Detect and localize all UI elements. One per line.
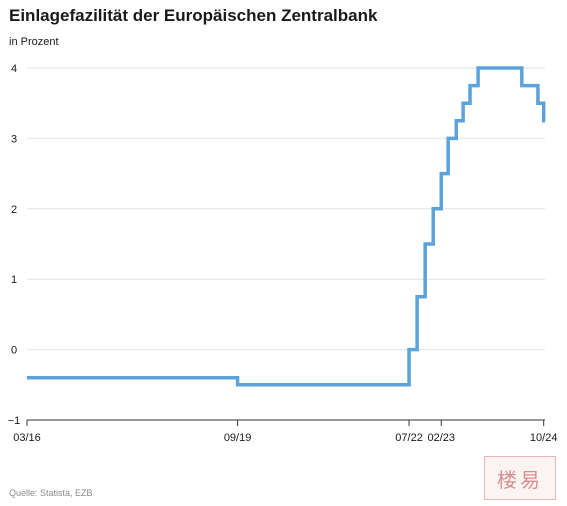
series-line — [27, 66, 546, 387]
x-tick-label: 10/24 — [530, 432, 558, 444]
y-tick-label: 0 — [11, 345, 17, 357]
series-layer — [27, 66, 546, 387]
y-axis-tick-labels: 4 3 2 1 0 −1 — [8, 63, 21, 427]
source-note: Quelle: Statista, EZB — [9, 488, 93, 498]
y-tick-label: 3 — [11, 133, 17, 145]
y-tick-label: −1 — [8, 415, 21, 427]
x-tick-label: 02/23 — [428, 432, 456, 444]
y-tick-label: 1 — [11, 274, 17, 286]
y-tick-label: 2 — [11, 204, 17, 216]
x-axis-tick-labels: 03/16 09/19 07/22 02/23 10/24 — [13, 420, 557, 444]
x-tick-label: 07/22 — [395, 432, 423, 444]
x-tick-label: 09/19 — [224, 432, 252, 444]
x-tick-label: 03/16 — [13, 432, 41, 444]
chart-title: Einlagefazilität der Europäischen Zentra… — [9, 6, 378, 25]
watermark-stamp: 楼易 — [484, 456, 556, 500]
grid-lines — [27, 67, 545, 421]
y-tick-label: 4 — [11, 63, 17, 75]
chart-subtitle: in Prozent — [9, 36, 59, 48]
